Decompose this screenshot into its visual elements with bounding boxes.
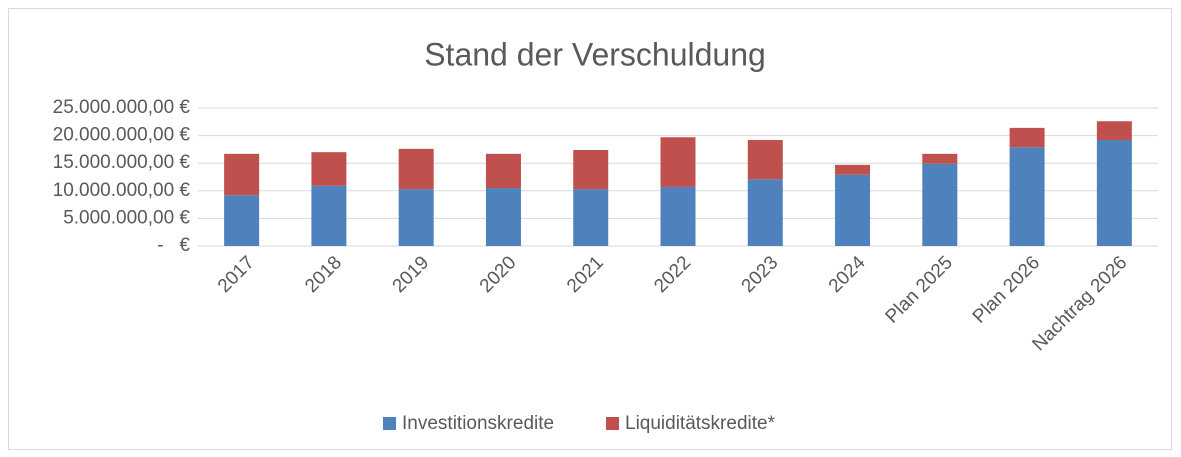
- bar-segment: [835, 164, 871, 175]
- y-tick-label: 15.000.000,00 €: [53, 152, 191, 173]
- y-tick-label: 20.000.000,00 €: [53, 125, 191, 146]
- bar-segment: [485, 153, 521, 189]
- bar-segment: [1096, 140, 1132, 246]
- bar-segment: [311, 152, 347, 186]
- bar-segment: [224, 195, 260, 246]
- bar-segment: [1096, 121, 1132, 141]
- bar-segment: [922, 163, 958, 246]
- chart-title: Stand der Verschuldung: [424, 36, 766, 72]
- bar-segment: [747, 140, 783, 180]
- bar-segment: [747, 179, 783, 246]
- legend-label: Liquiditätskredite*: [625, 413, 776, 434]
- bar-segment: [922, 153, 958, 164]
- bar-segment: [485, 188, 521, 246]
- bar-segment: [1009, 127, 1045, 148]
- y-tick-label: 25.000.000,00 €: [53, 97, 191, 118]
- legend-swatch: [383, 417, 396, 430]
- bar-segment: [835, 174, 871, 246]
- bar-segment: [311, 185, 347, 246]
- bar-segment: [1009, 147, 1045, 246]
- bar-segment: [660, 137, 696, 187]
- bar-segment: [224, 153, 260, 196]
- y-tick-label: - €: [157, 235, 190, 256]
- y-tick-label: 10.000.000,00 €: [53, 180, 191, 201]
- legend-swatch: [606, 417, 619, 430]
- bar-segment: [573, 149, 609, 190]
- y-tick-label: 5.000.000,00 €: [63, 207, 190, 228]
- bar-segment: [660, 186, 696, 246]
- bar-segment: [398, 189, 434, 246]
- bar-segment: [573, 189, 609, 246]
- bar-segment: [398, 148, 434, 190]
- legend-label: Investitionskredite: [402, 413, 554, 434]
